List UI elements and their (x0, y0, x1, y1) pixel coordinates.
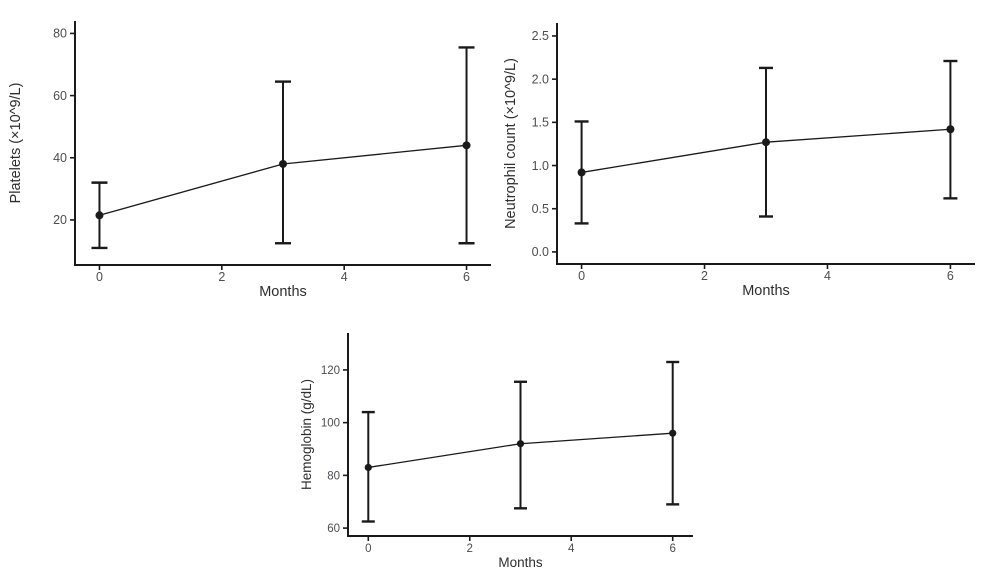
x-tick-label: 0 (578, 269, 585, 283)
y-tick-label: 1.0 (532, 159, 549, 173)
data-point (577, 168, 586, 177)
x-axis-title: Months (498, 555, 543, 570)
hemoglobin-chart: 60 80 100 120 0 2 4 6 Months Hemoglobin (g/dL) (295, 300, 725, 582)
y-tick-label: 2.0 (532, 72, 549, 86)
y-tick-label: 80 (327, 470, 340, 482)
data-point (95, 211, 104, 220)
y-tick-label: 120 (321, 365, 340, 377)
x-tick-label: 4 (341, 270, 348, 284)
x-tick-label: 6 (670, 543, 676, 555)
y-tick-label: 80 (53, 27, 67, 41)
y-tick-label: 1.5 (532, 116, 549, 130)
y-tick-label: 2.5 (532, 29, 549, 43)
data-point (364, 463, 372, 472)
y-tick-label: 60 (327, 523, 340, 535)
x-tick-label: 6 (463, 270, 470, 284)
hemoglobin-plot: 60 80 100 120 0 2 4 6 Months Hemoglobin (g/dL) (299, 333, 693, 570)
x-tick-label: 4 (824, 269, 831, 283)
x-tick-label: 2 (467, 543, 473, 555)
data-point (516, 440, 525, 448)
y-tick-label: 100 (321, 418, 340, 430)
x-tick-label: 6 (947, 269, 954, 283)
data-point (669, 429, 677, 437)
data-point (762, 138, 770, 147)
y-tick-label: 20 (53, 213, 67, 227)
data-point (462, 141, 471, 150)
y-axis-title: Neutrophil count (×10^9/L) (503, 58, 519, 229)
x-axis-title: Months (742, 283, 790, 299)
neutrophil-plot: 0.0 0.5 1.0 1.5 2.0 2.5 0 2 4 6 Months Neutrophil c… (503, 23, 975, 299)
x-tick-label: 4 (568, 543, 575, 555)
y-tick-label: 0.5 (532, 202, 549, 216)
y-axis-title: Hemoglobin (g/dL) (299, 379, 314, 490)
neutrophil-count-chart: 0.0 0.5 1.0 1.5 2.0 2.5 0 2 4 6 Months Neutrophil c… (502, 0, 1005, 300)
y-tick-label: 40 (53, 151, 67, 165)
x-tick-label: 2 (701, 269, 708, 283)
x-tick-label: 2 (218, 270, 225, 284)
y-tick-label: 60 (53, 89, 67, 103)
x-tick-label: 0 (365, 543, 371, 555)
x-axis-title: Months (259, 284, 307, 300)
platelets-plot: 20 40 60 80 0 2 4 6 Months Platelets (×10^9/L) (8, 21, 491, 300)
y-tick-label: 0.0 (532, 245, 549, 259)
data-point (279, 159, 287, 168)
y-axis-title: Platelets (×10^9/L) (8, 83, 24, 204)
platelets-chart: 20 40 60 80 0 2 4 6 Months Platelets (×10^9/L) (0, 0, 502, 300)
data-point (946, 125, 955, 134)
x-tick-label: 0 (96, 270, 103, 284)
